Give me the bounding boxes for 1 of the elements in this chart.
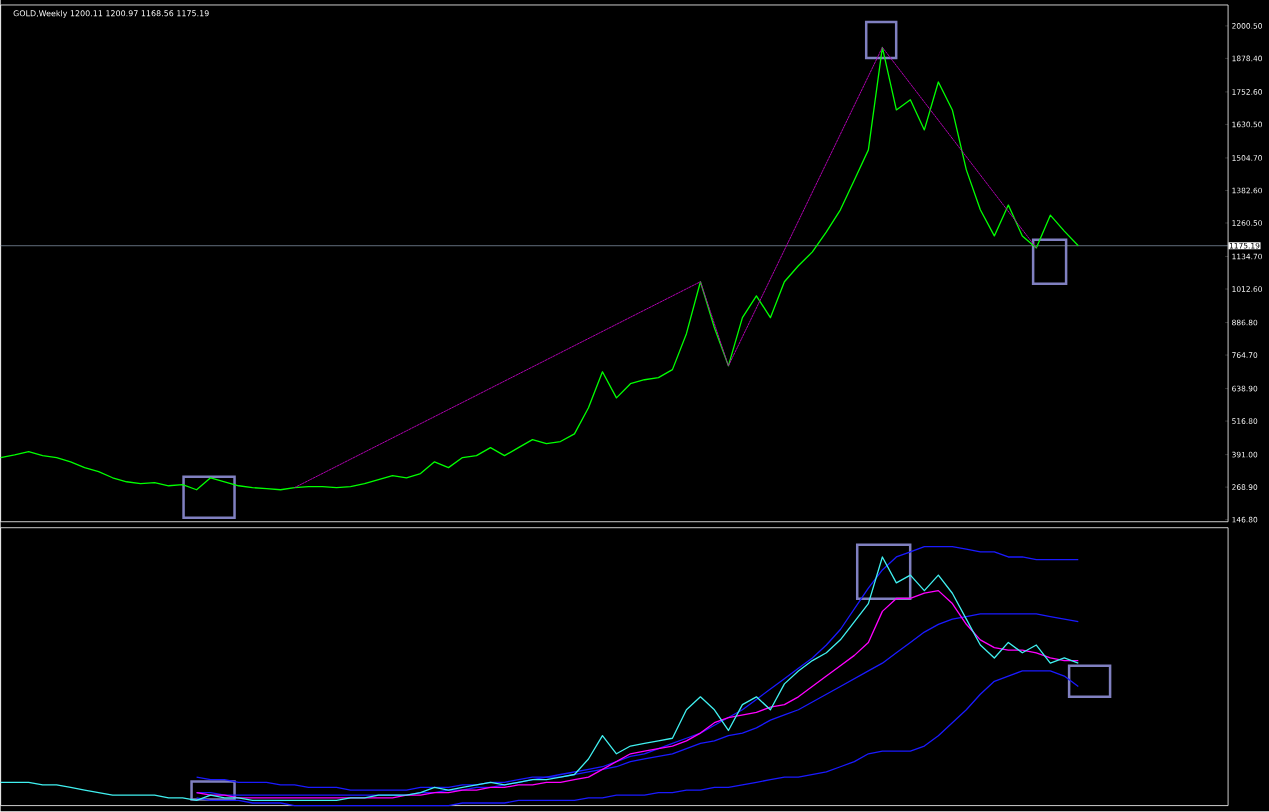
line-series [294, 47, 1037, 489]
